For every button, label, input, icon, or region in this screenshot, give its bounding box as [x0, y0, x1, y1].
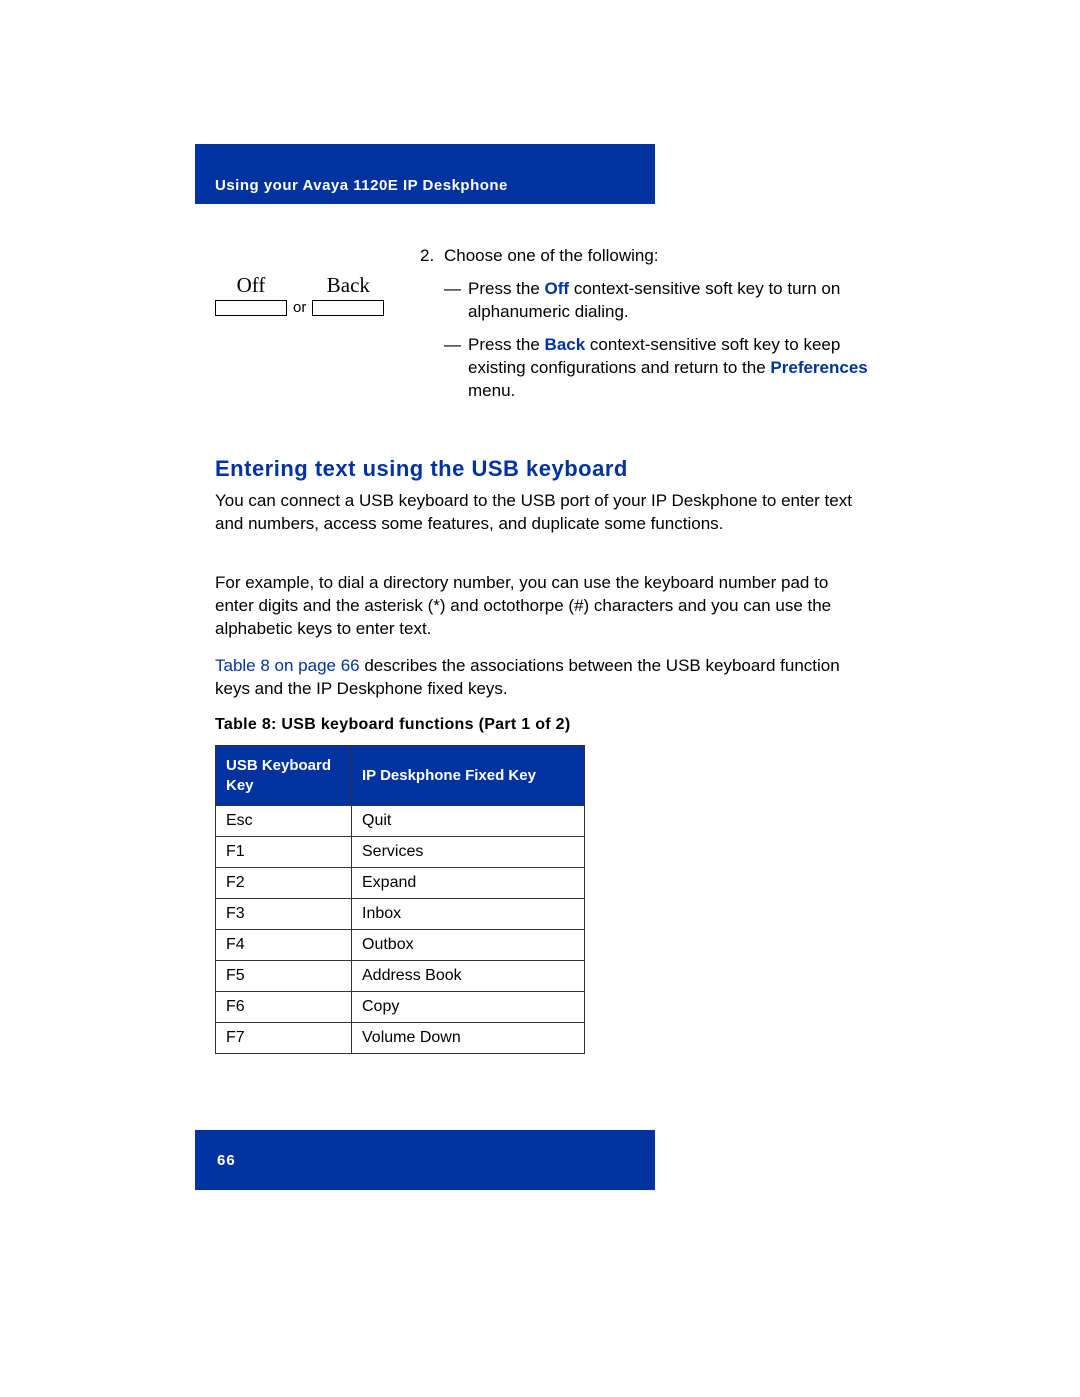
- cell-usb: F1: [216, 837, 352, 868]
- paragraph-2: For example, to dial a directory number,…: [215, 572, 855, 641]
- table-row: F2 Expand: [216, 868, 585, 899]
- document-page: Using your Avaya 1120E IP Deskphone Off …: [0, 0, 1080, 1397]
- table-row: F4 Outbox: [216, 930, 585, 961]
- dash-icon: —: [444, 278, 461, 301]
- table-row: Esc Quit: [216, 806, 585, 837]
- cell-usb: F2: [216, 868, 352, 899]
- usb-keyboard-table: USB Keyboard Key IP Deskphone Fixed Key …: [215, 745, 585, 1054]
- col-header-fixed: IP Deskphone Fixed Key: [352, 746, 585, 806]
- cell-usb: F3: [216, 899, 352, 930]
- paragraph-3: Table 8 on page 66 describes the associa…: [215, 655, 855, 701]
- table-row: F1 Services: [216, 837, 585, 868]
- cell-fixed: Address Book: [352, 961, 585, 992]
- option2-bold: Back: [545, 335, 586, 354]
- table-row: F7 Volume Down: [216, 1023, 585, 1054]
- col-header-usb: USB Keyboard Key: [216, 746, 352, 806]
- cell-fixed: Copy: [352, 992, 585, 1023]
- table-caption: Table 8: USB keyboard functions (Part 1 …: [215, 716, 570, 734]
- softkey-separator: or: [293, 299, 306, 316]
- option1-pre: Press the: [468, 279, 545, 298]
- dash-icon: —: [444, 334, 461, 357]
- option2-post: menu.: [468, 381, 515, 400]
- softkey-back: Back: [312, 273, 384, 316]
- option1-bold: Off: [545, 279, 570, 298]
- table-row: F3 Inbox: [216, 899, 585, 930]
- cell-usb: Esc: [216, 806, 352, 837]
- step-2: 2. Choose one of the following:: [420, 245, 875, 268]
- option2-pre: Press the: [468, 335, 545, 354]
- section-heading: Entering text using the USB keyboard: [215, 456, 628, 482]
- softkey-off-box: [215, 300, 287, 316]
- table-reference-link[interactable]: Table 8 on page 66: [215, 656, 360, 675]
- page-header: Using your Avaya 1120E IP Deskphone: [195, 144, 655, 204]
- softkey-off-label: Off: [237, 273, 266, 298]
- table-row: F6 Copy: [216, 992, 585, 1023]
- cell-usb: F7: [216, 1023, 352, 1054]
- instruction-column: 2. Choose one of the following: — Press …: [420, 245, 875, 413]
- option-back: — Press the Back context-sensitive soft …: [420, 334, 875, 403]
- page-footer: 66: [195, 1130, 655, 1190]
- cell-fixed: Services: [352, 837, 585, 868]
- step-number: 2.: [420, 245, 434, 268]
- option-off: — Press the Off context-sensitive soft k…: [420, 278, 875, 324]
- page-number: 66: [217, 1152, 236, 1169]
- option2-bold2: Preferences: [770, 358, 867, 377]
- cell-usb: F4: [216, 930, 352, 961]
- softkey-back-box: [312, 300, 384, 316]
- cell-fixed: Quit: [352, 806, 585, 837]
- paragraph-1: You can connect a USB keyboard to the US…: [215, 490, 855, 536]
- softkey-pair: Off or Back: [215, 273, 420, 316]
- cell-fixed: Inbox: [352, 899, 585, 930]
- cell-usb: F5: [216, 961, 352, 992]
- header-title: Using your Avaya 1120E IP Deskphone: [215, 177, 508, 194]
- cell-fixed: Volume Down: [352, 1023, 585, 1054]
- step-row: Off or Back 2. Choose one of the followi…: [215, 245, 875, 413]
- softkey-illustration: Off or Back: [215, 245, 420, 413]
- step-intro: Choose one of the following:: [444, 246, 659, 265]
- softkey-off: Off: [215, 273, 287, 316]
- table-row: F5 Address Book: [216, 961, 585, 992]
- cell-fixed: Outbox: [352, 930, 585, 961]
- softkey-back-label: Back: [327, 273, 370, 298]
- cell-fixed: Expand: [352, 868, 585, 899]
- table-header-row: USB Keyboard Key IP Deskphone Fixed Key: [216, 746, 585, 806]
- cell-usb: F6: [216, 992, 352, 1023]
